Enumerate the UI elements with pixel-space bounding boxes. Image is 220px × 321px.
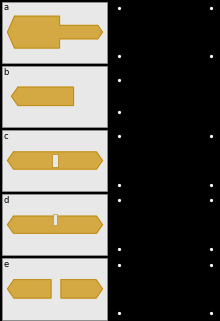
Text: e: e	[4, 260, 9, 269]
Polygon shape	[61, 280, 103, 298]
Bar	[2, 130, 106, 191]
Bar	[2, 66, 106, 127]
Polygon shape	[11, 87, 73, 106]
Text: c: c	[4, 132, 8, 141]
Polygon shape	[7, 16, 103, 48]
Text: a: a	[4, 4, 9, 13]
Text: b: b	[4, 68, 9, 77]
Bar	[2, 194, 106, 255]
Bar	[2, 2, 106, 63]
Polygon shape	[7, 152, 103, 169]
Bar	[53, 213, 57, 225]
Bar	[2, 258, 106, 319]
Polygon shape	[7, 280, 51, 298]
Text: d: d	[4, 196, 9, 205]
Polygon shape	[7, 216, 103, 233]
Bar	[52, 154, 58, 167]
